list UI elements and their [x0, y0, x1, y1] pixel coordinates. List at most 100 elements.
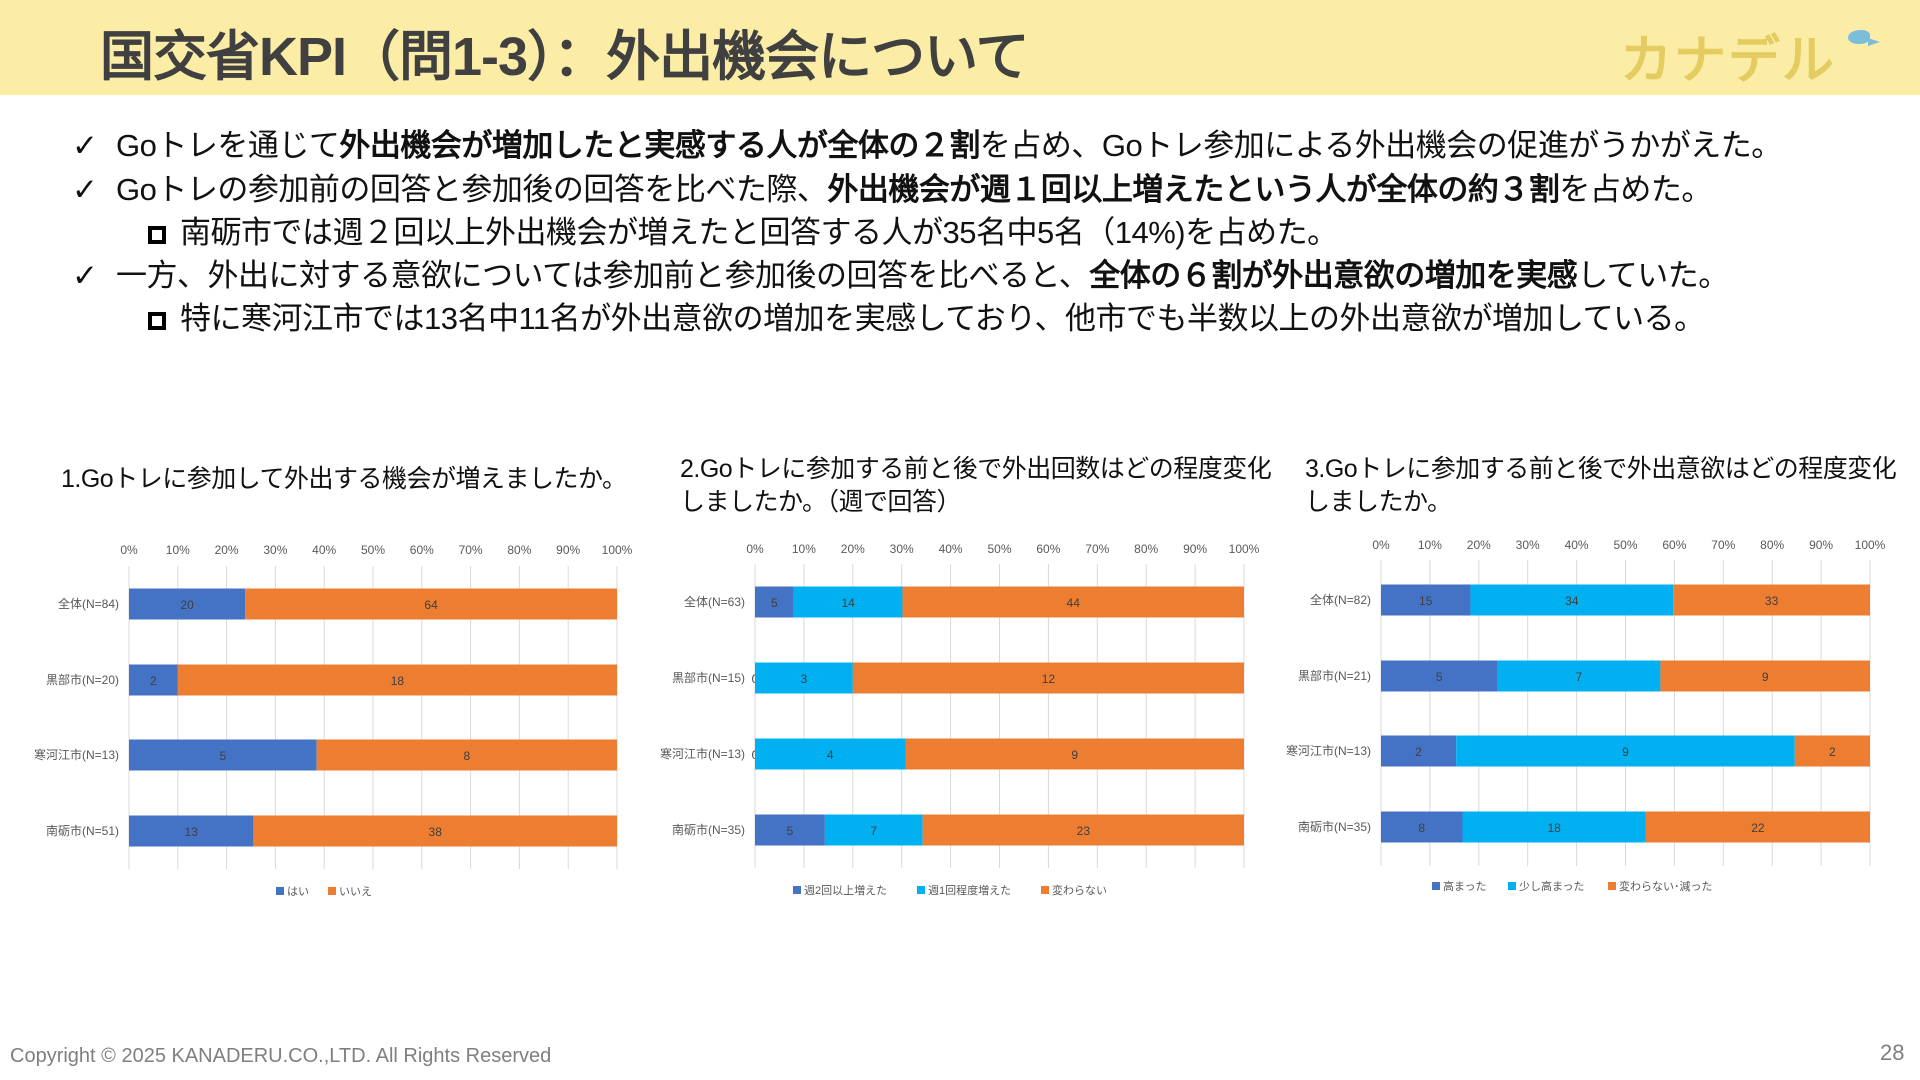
legend-label: 週2回以上増えた	[804, 884, 887, 897]
x-tick-label: 60%	[1036, 542, 1060, 556]
copyright: Copyright © 2025 KANADERU.CO.,LTD. All R…	[10, 1045, 552, 1067]
data-label: 18	[391, 674, 405, 688]
data-label: 5	[787, 824, 794, 838]
category-label: 全体(N=84)	[58, 596, 119, 611]
x-tick-label: 40%	[1565, 538, 1589, 552]
category-label: 南砺市(N=35)	[672, 822, 745, 837]
chart-1-title: 1.Goトレに参加して外出する機会が増えましたか。	[61, 465, 627, 493]
bar-segment	[1645, 811, 1870, 843]
legend-swatch	[917, 886, 925, 894]
bullet-item: ✓ 一方、外出に対する意欲については参加前と参加後の回答を比べると、全体の６割が外…	[72, 250, 1729, 295]
legend-swatch	[328, 887, 336, 895]
data-label: 9	[1071, 748, 1078, 762]
bar-segment	[1381, 660, 1498, 692]
bar-segment	[755, 662, 853, 694]
x-tick-label: 70%	[459, 543, 483, 557]
data-label: 12	[1042, 672, 1056, 686]
category-label: 寒河江市(N=13)	[1286, 743, 1371, 758]
bar-segment	[1673, 584, 1870, 616]
x-tick-label: 0%	[120, 543, 138, 557]
bullet-text: を占め、Goトレ参加による外出機会の促進がうかがえた。	[979, 128, 1782, 163]
category-label: 黒部市(N=20)	[46, 672, 119, 687]
bar-segment	[1660, 660, 1870, 692]
x-tick-label: 10%	[166, 543, 190, 557]
bullet-text: Goトレを通じて	[116, 128, 340, 163]
bar-segment	[793, 586, 903, 618]
data-label: 44	[1067, 596, 1081, 610]
legend-label: 週1回程度増えた	[928, 883, 1011, 897]
x-tick-label: 60%	[410, 543, 434, 557]
x-tick-label: 90%	[1809, 538, 1833, 552]
x-tick-label: 100%	[1855, 538, 1886, 552]
bullet-item: 南砺市では週２回以上外出機会が増えたと回答する人が35名中5名（14%)を占めた…	[148, 207, 1338, 252]
data-label: 8	[464, 749, 471, 763]
bar-segment	[316, 739, 617, 771]
data-label: 2	[150, 674, 157, 688]
x-tick-label: 100%	[602, 543, 633, 557]
legend-label: いいえ	[339, 885, 372, 898]
bird-icon	[1848, 30, 1881, 46]
data-label: 5	[220, 749, 227, 763]
bar-segment	[1381, 584, 1471, 616]
data-label: 64	[424, 598, 438, 612]
header-bar: 国交省KPI（問1-3）：外出機会について カナデル	[0, 0, 1920, 95]
x-tick-label: 20%	[841, 542, 865, 556]
bar-segment	[1462, 811, 1646, 843]
category-label: 寒河江市(N=13)	[660, 746, 745, 761]
x-tick-label: 50%	[987, 542, 1011, 556]
chart-2: 0% 10% 20% 30% 40% 50% 60% 70% 80% 90% 100% 全体(N=63…	[660, 542, 1260, 897]
bar-segment	[922, 814, 1244, 846]
x-tick-label: 60%	[1662, 538, 1686, 552]
bar-segment	[905, 738, 1244, 770]
x-tick-label: 20%	[215, 543, 239, 557]
bar-segment	[129, 815, 254, 847]
legend-swatch	[1432, 882, 1440, 890]
bar-segment	[1456, 735, 1795, 767]
data-label: 5	[1436, 670, 1443, 684]
x-tick-label: 0%	[1372, 538, 1390, 552]
bullet-text: 特に寒河江市では13名中11名が外出意欲の増加を実感しており、他市でも半数以上の…	[180, 301, 1705, 336]
bullet-item: ✓ Goトレの参加前の回答と参加後の回答を比べた際、外出機会が週１回以上増えたとい…	[72, 164, 1712, 209]
bullet-emphasis: 外出機会が週１回以上増えたという人が全体の約３割	[827, 172, 1560, 207]
legend-label: 変わらない･減った	[1619, 879, 1713, 893]
data-label: 20	[180, 598, 194, 612]
page-number: 28	[1880, 1040, 1905, 1065]
x-tick-label: 40%	[312, 543, 336, 557]
legend-label: 変わらない	[1052, 883, 1107, 897]
bar-segment	[852, 662, 1244, 694]
data-label: 3	[801, 672, 808, 686]
chart-3-title: 3.Goトレに参加する前と後で外出意欲はどの程度変化しましたか。	[1305, 455, 1897, 516]
bullet-text: を占めた。	[1559, 172, 1712, 207]
chart-3: 0% 10% 20% 30% 40% 50% 60% 70% 80% 90% 100% 全体(N=82…	[1286, 538, 1886, 893]
data-label: 2	[1415, 745, 1422, 759]
page-title: 国交省KPI（問1-3）：外出機会について	[100, 27, 1029, 87]
x-tick-label: 70%	[1085, 542, 1109, 556]
bullet-text: Goトレの参加前の回答と参加後の回答を比べた際、	[116, 172, 828, 207]
bar-segment	[129, 588, 246, 620]
legend-swatch	[793, 886, 801, 894]
kanaderu-logo: カナデル	[1620, 18, 1881, 93]
bar-segment	[755, 814, 825, 846]
data-label: 7	[1576, 670, 1583, 684]
legend-swatch	[1041, 886, 1049, 894]
category-label: 全体(N=82)	[1310, 592, 1371, 607]
bar-segment	[1381, 811, 1463, 843]
data-label: 15	[1419, 594, 1433, 608]
legend-swatch	[1608, 882, 1616, 890]
bullet-emphasis: 外出機会が増加したと実感する人が全体の２割	[339, 128, 980, 163]
bar-segment	[1470, 584, 1674, 616]
x-tick-label: 10%	[792, 542, 816, 556]
square-bullet-icon	[148, 312, 166, 330]
category-label: 全体(N=63)	[684, 594, 745, 609]
data-label: 22	[1751, 821, 1765, 835]
x-tick-label: 80%	[1134, 542, 1158, 556]
x-tick-label: 50%	[361, 543, 385, 557]
data-label: 8	[1418, 821, 1425, 835]
data-label: 34	[1565, 594, 1579, 608]
data-label: 4	[827, 748, 834, 762]
bar-segment	[1381, 735, 1457, 767]
data-label: 14	[841, 596, 855, 610]
x-tick-label: 30%	[890, 542, 914, 556]
bar-segment	[129, 664, 178, 696]
chart-2-title: 2.Goトレに参加する前と後で外出回数はどの程度変化しましたか。（週で回答）	[680, 455, 1272, 516]
